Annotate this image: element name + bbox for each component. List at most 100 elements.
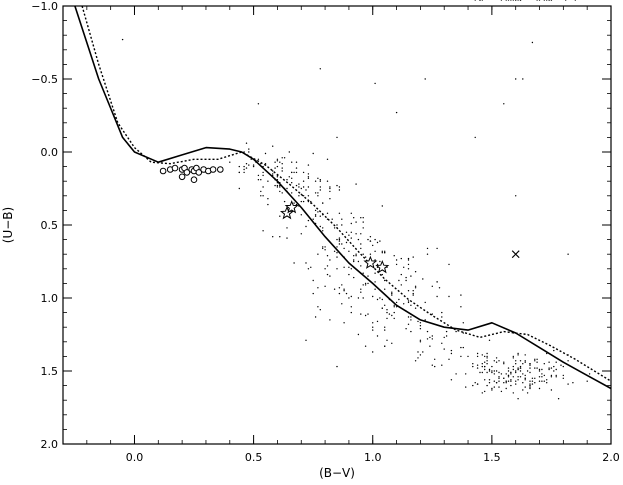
data-dot	[381, 273, 383, 276]
data-dot	[436, 247, 438, 250]
data-dot	[372, 295, 374, 298]
data-dot	[522, 382, 524, 384]
data-dot	[486, 363, 488, 365]
data-dot	[414, 285, 417, 287]
data-dot	[355, 183, 357, 185]
data-dot	[531, 377, 534, 379]
cross-marker-stroke	[511, 250, 520, 259]
data-dot	[407, 263, 410, 266]
data-dot	[548, 361, 550, 363]
data-dot	[407, 323, 410, 325]
data-dot	[360, 291, 362, 293]
data-dot	[384, 329, 386, 331]
data-dot	[431, 285, 433, 287]
data-dot	[493, 386, 495, 388]
data-dot	[243, 171, 245, 174]
data-dot	[245, 142, 248, 144]
data-dot	[376, 320, 379, 323]
data-dot	[310, 266, 312, 268]
data-dot	[317, 192, 319, 194]
data-dot	[403, 266, 405, 268]
data-dot	[543, 374, 545, 377]
data-dot	[367, 282, 369, 285]
data-dot	[267, 180, 269, 182]
data-dot	[512, 357, 514, 359]
data-dot	[357, 260, 360, 263]
data-dot	[121, 38, 124, 41]
data-dot	[300, 233, 302, 235]
data-dot	[567, 253, 569, 255]
data-dot	[348, 297, 350, 299]
data-dot	[319, 215, 321, 217]
open-circle-marker	[183, 169, 191, 176]
data-dot	[319, 186, 321, 188]
data-dot	[484, 390, 486, 393]
data-dot	[403, 303, 405, 305]
data-dot	[481, 363, 483, 365]
data-dot	[314, 215, 317, 217]
data-dot	[519, 370, 522, 372]
data-dot	[372, 244, 374, 247]
data-dot	[407, 257, 410, 260]
data-dot	[472, 384, 474, 387]
data-dot	[567, 383, 569, 385]
data-dot	[510, 371, 512, 374]
data-dot	[362, 221, 364, 223]
data-dot	[479, 371, 481, 374]
data-dot	[381, 252, 383, 254]
data-dot	[529, 380, 531, 382]
data-dot	[486, 355, 488, 358]
data-dot	[381, 205, 383, 207]
data-dot	[529, 364, 531, 366]
data-dot	[441, 342, 443, 344]
data-dot	[455, 330, 457, 333]
data-dot	[400, 284, 402, 286]
data-dot	[462, 322, 464, 324]
data-dot	[529, 387, 531, 390]
data-dot	[481, 354, 483, 356]
data-dot	[362, 217, 364, 219]
data-dot	[391, 342, 393, 344]
y-tick-labels: −1.0 −0.5 0.0 0.5 1.0 1.5 2.0	[31, 0, 58, 451]
data-dot	[398, 298, 400, 301]
data-dot	[414, 360, 417, 362]
x-tick-label: 2.0	[602, 451, 620, 464]
data-dot	[410, 304, 412, 306]
data-dot	[429, 345, 431, 347]
open-circle-marker	[195, 169, 203, 176]
data-dot	[312, 152, 314, 155]
data-dot	[405, 328, 407, 330]
data-dot	[350, 237, 352, 239]
y-tick-label: 2.0	[41, 438, 59, 451]
data-dot	[567, 360, 569, 362]
star-marker	[280, 205, 295, 220]
data-dot	[491, 371, 493, 374]
data-dot	[555, 361, 557, 363]
data-dot	[350, 231, 352, 233]
data-dot	[407, 268, 410, 270]
data-dot	[467, 355, 469, 358]
data-dot	[407, 316, 410, 318]
data-dot	[336, 252, 338, 254]
data-dot	[300, 200, 302, 203]
data-dot	[286, 227, 288, 229]
data-dot	[515, 78, 517, 80]
star-marker	[363, 255, 378, 269]
open-circle-marker	[217, 166, 224, 173]
data-dot	[484, 379, 486, 381]
data-dot	[319, 180, 321, 182]
data-dot	[376, 263, 379, 266]
data-dot	[529, 386, 531, 388]
data-dot	[353, 217, 355, 219]
data-dot	[343, 290, 345, 292]
data-dot	[279, 186, 281, 188]
data-dot	[329, 275, 331, 277]
data-dot	[448, 358, 450, 360]
data-dot	[355, 253, 357, 255]
data-dot	[353, 255, 355, 257]
data-dot	[355, 233, 357, 235]
data-dot	[360, 265, 362, 267]
data-dot	[376, 335, 379, 337]
data-dot	[274, 167, 276, 169]
